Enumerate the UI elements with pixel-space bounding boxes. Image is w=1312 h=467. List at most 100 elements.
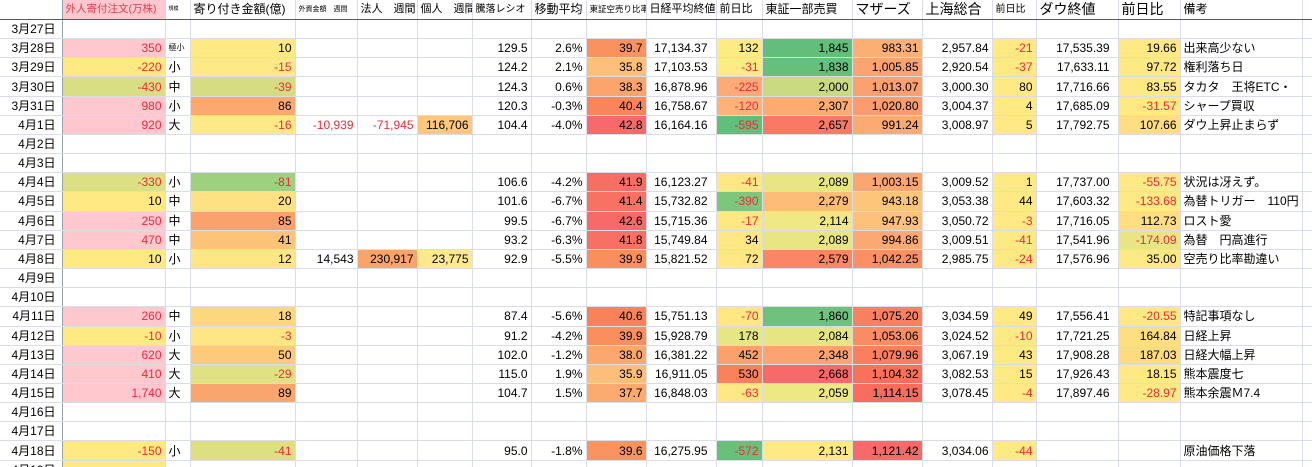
cell-nikkei-close[interactable]: 17,103.53 (646, 57, 717, 78)
cell-nikkei-change[interactable]: -70 (716, 306, 763, 327)
cell-moving-average[interactable]: -1.2% (531, 345, 587, 365)
cell-updown-ratio[interactable]: 91.2 (472, 326, 532, 346)
cell-foreign-orders[interactable]: 920 (62, 115, 166, 135)
cell-mothers-index[interactable]: 1,104.32 (852, 364, 923, 384)
cell-updown-ratio[interactable]: 92.9 (472, 249, 532, 270)
cell-updown-ratio[interactable]: 129.5 (472, 38, 532, 59)
cell-opening-amount[interactable]: 85 (190, 211, 296, 231)
cell-remarks[interactable] (1180, 402, 1303, 423)
cell-short-sell-ratio[interactable]: 39.9 (586, 249, 647, 270)
cell-opening-amount[interactable]: 89 (190, 383, 296, 404)
cell-size-class[interactable]: 小 (165, 249, 191, 270)
cell-dow-change[interactable]: -174.09 (1118, 230, 1181, 250)
cell-filler[interactable] (1302, 19, 1312, 40)
header-opening-amount[interactable]: 寄り付き金額(億) (190, 0, 296, 20)
cell-opening-amount[interactable]: 50 (190, 345, 296, 365)
cell-foreign-orders[interactable] (62, 402, 166, 423)
cell-mothers-index[interactable]: 994.86 (852, 230, 923, 250)
cell-tse1-volume[interactable]: 2,084 (762, 326, 853, 346)
cell-shanghai-composite[interactable] (922, 460, 993, 467)
cell-short-sell-ratio[interactable]: 40.4 (586, 96, 647, 116)
cell-size-class[interactable] (165, 153, 191, 174)
cell-foreign-orders[interactable] (62, 19, 166, 40)
cell-updown-ratio[interactable] (472, 402, 532, 423)
cell-dow-close[interactable]: 17,721.25 (1036, 326, 1119, 346)
cell-shanghai-change[interactable]: 1 (992, 172, 1037, 193)
cell-nikkei-change[interactable]: 452 (716, 345, 763, 365)
cell-foreign-orders[interactable]: -150 (62, 440, 166, 461)
cell-foreign-amount-weekly[interactable] (295, 76, 358, 97)
cell-dow-change[interactable]: 107.66 (1118, 115, 1181, 135)
cell-mothers-index[interactable]: 1,020.80 (852, 96, 923, 116)
cell-foreign-amount-weekly[interactable] (295, 421, 358, 442)
cell-dow-close[interactable]: 17,926.43 (1036, 364, 1119, 384)
header-mothers-index[interactable]: マザーズ (852, 0, 923, 20)
cell-short-sell-ratio[interactable]: 39.7 (586, 38, 647, 59)
cell-date[interactable]: 4月3日 (0, 153, 63, 174)
cell-shanghai-composite[interactable]: 2,985.75 (922, 249, 993, 270)
cell-date[interactable]: 4月15日 (0, 383, 63, 404)
cell-foreign-orders[interactable]: -330 (62, 172, 166, 193)
cell-shanghai-change[interactable] (992, 153, 1037, 174)
cell-mothers-index[interactable]: 991.24 (852, 115, 923, 135)
cell-updown-ratio[interactable]: 93.2 (472, 230, 532, 250)
cell-nikkei-change[interactable]: -572 (716, 440, 763, 461)
cell-opening-amount[interactable] (190, 402, 296, 423)
cell-filler[interactable] (1302, 460, 1312, 467)
cell-tse1-volume[interactable]: 2,059 (762, 383, 853, 404)
cell-updown-ratio[interactable] (472, 421, 532, 442)
cell-dow-close[interactable] (1036, 287, 1119, 308)
cell-remarks[interactable]: 空売り比率勘違い (1180, 249, 1303, 270)
cell-opening-amount[interactable] (190, 287, 296, 308)
cell-individual-weekly[interactable] (417, 460, 473, 467)
cell-remarks[interactable] (1180, 153, 1303, 174)
cell-corporate-weekly[interactable] (357, 268, 418, 289)
cell-dow-close[interactable] (1036, 421, 1119, 442)
cell-dow-change[interactable]: -31.57 (1118, 96, 1181, 116)
cell-shanghai-change[interactable]: -37 (992, 57, 1037, 78)
cell-remarks[interactable]: 熊本余震Ｍ7.4 (1180, 383, 1303, 404)
header-dow-close[interactable]: ダウ終値 (1036, 0, 1119, 20)
cell-nikkei-close[interactable]: 15,821.52 (646, 249, 717, 270)
cell-nikkei-close[interactable]: 15,751.13 (646, 306, 717, 327)
cell-nikkei-close[interactable] (646, 19, 717, 40)
cell-dow-change[interactable]: 112.73 (1118, 211, 1181, 231)
cell-shanghai-change[interactable]: 44 (992, 191, 1037, 212)
cell-date[interactable]: 4月14日 (0, 364, 63, 384)
cell-opening-amount[interactable]: 12 (190, 249, 296, 270)
cell-moving-average[interactable]: 2.6% (531, 38, 587, 59)
cell-nikkei-close[interactable] (646, 287, 717, 308)
cell-moving-average[interactable]: -6.7% (531, 211, 587, 231)
cell-shanghai-change[interactable]: -24 (992, 249, 1037, 270)
cell-size-class[interactable]: 極小 (165, 38, 191, 59)
cell-shanghai-change[interactable]: -41 (992, 230, 1037, 250)
cell-individual-weekly[interactable] (417, 153, 473, 174)
cell-foreign-orders[interactable]: 1,740 (62, 383, 166, 404)
cell-short-sell-ratio[interactable]: 41.9 (586, 172, 647, 193)
cell-nikkei-close[interactable] (646, 402, 717, 423)
cell-individual-weekly[interactable] (417, 211, 473, 231)
cell-individual-weekly[interactable] (417, 19, 473, 40)
cell-dow-change[interactable]: -28.97 (1118, 383, 1181, 404)
cell-short-sell-ratio[interactable] (586, 421, 647, 442)
header-moving-average[interactable]: 移動平均 (531, 0, 587, 20)
cell-filler[interactable] (1302, 57, 1312, 78)
cell-individual-weekly[interactable] (417, 402, 473, 423)
cell-dow-close[interactable] (1036, 134, 1119, 155)
cell-shanghai-composite[interactable]: 3,078.45 (922, 383, 993, 404)
cell-nikkei-change[interactable]: -31 (716, 57, 763, 78)
cell-tse1-volume[interactable]: 2,657 (762, 115, 853, 135)
cell-shanghai-composite[interactable] (922, 287, 993, 308)
cell-nikkei-close[interactable]: 15,928.79 (646, 326, 717, 346)
cell-moving-average[interactable]: -4.2% (531, 326, 587, 346)
cell-individual-weekly[interactable]: 23,775 (417, 249, 473, 270)
cell-size-class[interactable]: 中 (165, 76, 191, 97)
cell-size-class[interactable] (165, 287, 191, 308)
cell-foreign-amount-weekly[interactable] (295, 153, 358, 174)
cell-size-class[interactable]: 大 (165, 364, 191, 384)
cell-corporate-weekly[interactable] (357, 19, 418, 40)
cell-remarks[interactable] (1180, 134, 1303, 155)
cell-date[interactable]: 4月8日 (0, 249, 63, 270)
cell-mothers-index[interactable]: 1,003.15 (852, 172, 923, 193)
cell-opening-amount[interactable]: 18 (190, 306, 296, 327)
